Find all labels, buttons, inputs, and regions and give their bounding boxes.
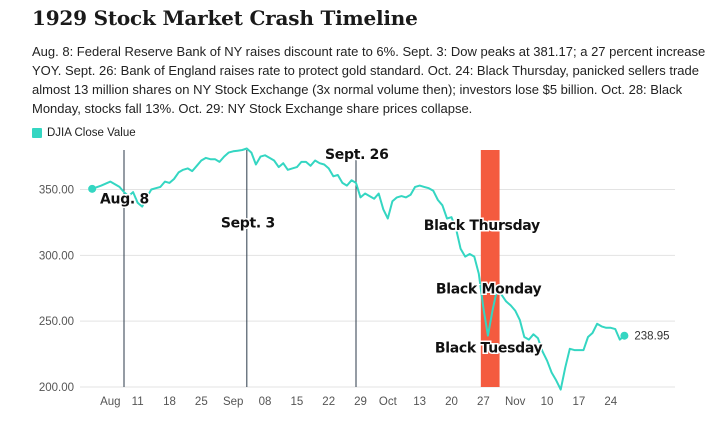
y-tick-label: 300.00 [39, 250, 74, 262]
x-tick-label: 17 [573, 396, 586, 408]
x-tick-label: 18 [163, 396, 176, 408]
legend-label: DJIA Close Value [47, 127, 136, 139]
x-tick-label: Aug [100, 396, 120, 408]
highlight-label-black-thursday: Black Thursday [424, 218, 540, 234]
event-label-sept-3: Sept. 3 [221, 215, 275, 231]
series-end-point [620, 331, 629, 340]
x-tick-label: 11 [132, 396, 144, 408]
y-tick-label: 200.00 [39, 382, 74, 394]
x-tick-label: 15 [290, 396, 303, 408]
legend[interactable]: DJIA Close Value [32, 127, 136, 139]
x-tick-label: Oct [379, 396, 398, 408]
crash-highlight-band [480, 150, 500, 387]
legend-swatch [32, 128, 42, 138]
x-tick-label: 13 [413, 396, 426, 408]
event-label-aug-8: Aug. 8 [100, 192, 149, 208]
x-tick-label: 25 [195, 396, 208, 408]
highlight-label-black-monday: Black Monday [436, 281, 542, 297]
x-tick-label: Nov [505, 396, 526, 408]
x-tick-label: 22 [322, 396, 335, 408]
x-tick-label: 08 [259, 396, 272, 408]
x-tick-label: 24 [604, 396, 617, 408]
chart-title: 1929 Stock Market Crash Timeline [32, 6, 418, 30]
x-tick-label: 29 [354, 396, 367, 408]
chart-description: Aug. 8: Federal Reserve Bank of NY raise… [32, 44, 706, 116]
last-value-label: 238.95 [634, 331, 669, 343]
highlight-label-black-tuesday: Black Tuesday [435, 341, 543, 357]
event-label-sept-26: Sept. 26 [325, 147, 389, 163]
x-tick-label: 10 [541, 396, 554, 408]
x-tick-label: Sep [223, 396, 243, 408]
x-tick-label: 20 [445, 396, 458, 408]
series-start-point [88, 184, 97, 193]
y-tick-label: 250.00 [39, 316, 74, 328]
x-tick-label: 27 [477, 396, 490, 408]
y-tick-label: 350.00 [39, 185, 74, 197]
djia-series-line [91, 147, 626, 391]
